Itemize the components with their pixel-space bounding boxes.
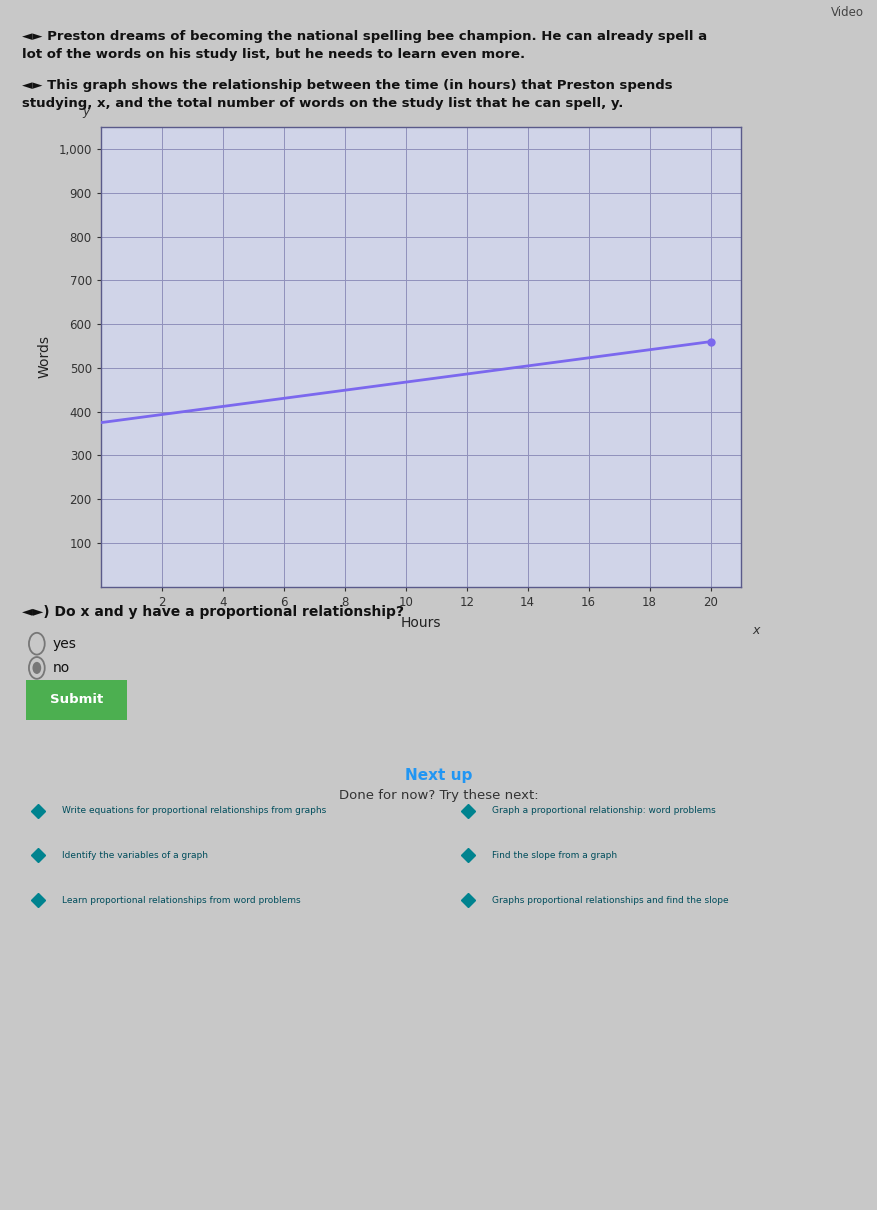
Text: no: no	[53, 661, 70, 675]
Y-axis label: Words: Words	[38, 335, 52, 379]
Text: Done for now? Try these next:: Done for now? Try these next:	[339, 789, 538, 802]
Text: studying, x, and the total number of words on the study list that he can spell, : studying, x, and the total number of wor…	[22, 97, 624, 110]
Text: ◄► This graph shows the relationship between the time (in hours) that Preston sp: ◄► This graph shows the relationship bet…	[22, 79, 673, 92]
Text: Identify the variables of a graph: Identify the variables of a graph	[61, 851, 208, 860]
Text: x: x	[752, 624, 760, 638]
Text: Graph a proportional relationship: word problems: Graph a proportional relationship: word …	[492, 806, 716, 816]
FancyBboxPatch shape	[18, 676, 135, 724]
Text: Find the slope from a graph: Find the slope from a graph	[492, 851, 617, 860]
X-axis label: Hours: Hours	[401, 616, 441, 630]
Text: yes: yes	[53, 636, 76, 651]
Text: lot of the words on his study list, but he needs to learn even more.: lot of the words on his study list, but …	[22, 48, 525, 62]
Text: Graphs proportional relationships and find the slope: Graphs proportional relationships and fi…	[492, 895, 728, 905]
Text: ◄►) Do x and y have a proportional relationship?: ◄►) Do x and y have a proportional relat…	[22, 605, 404, 620]
Text: Submit: Submit	[50, 693, 103, 707]
Text: Next up: Next up	[405, 768, 472, 783]
Text: Write equations for proportional relationships from graphs: Write equations for proportional relatio…	[61, 806, 326, 816]
Text: Video: Video	[831, 6, 864, 19]
Text: y: y	[82, 105, 89, 119]
Text: ◄► Preston dreams of becoming the national spelling bee champion. He can already: ◄► Preston dreams of becoming the nation…	[22, 30, 707, 44]
Text: Learn proportional relationships from word problems: Learn proportional relationships from wo…	[61, 895, 301, 905]
